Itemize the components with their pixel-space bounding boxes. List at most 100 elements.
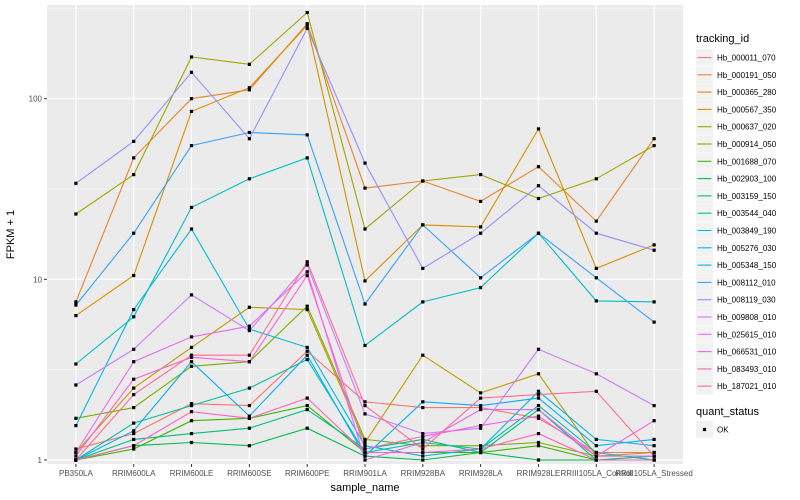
y-tick-label: 1 (38, 456, 43, 465)
legend-label: Hb_000637_020 (717, 123, 777, 132)
data-point-Hb_066531_010 (247, 360, 251, 364)
data-point-Hb_002903_100 (305, 426, 309, 430)
data-point-Hb_005276_030 (189, 227, 194, 231)
data-point-Hb_025615_010 (479, 408, 483, 412)
data-point-Hb_005276_030 (132, 308, 136, 312)
data-point-Hb_000365_280 (652, 243, 656, 247)
data-point-Hb_009808_010 (305, 263, 309, 267)
legend-item: Hb_003544_040 (696, 204, 777, 222)
data-point-Hb_083493_010 (132, 444, 136, 448)
data-point-Hb_008119_030 (421, 266, 425, 270)
data-point-Hb_003849_190 (305, 156, 309, 160)
data-point-Hb_008119_030 (652, 248, 656, 252)
legend-label: Hb_003544_040 (717, 209, 777, 218)
y-axis-label: FPKM + 1 (5, 210, 17, 259)
data-point-Hb_083493_010 (363, 450, 367, 455)
legend-item: Hb_009808_010 (696, 308, 777, 326)
data-point-Hb_005348_150 (363, 454, 367, 458)
data-point-Hb_005348_150 (536, 396, 541, 400)
data-point-Hb_000637_020 (536, 196, 541, 201)
x-tick-label: RRIM600LA (112, 469, 156, 478)
data-point-Hb_008112_010 (132, 231, 136, 235)
data-point-Hb_000365_280 (594, 266, 598, 270)
data-point-Hb_000191_050 (652, 137, 656, 141)
data-point-Hb_000914_050 (363, 437, 367, 441)
data-point-Hb_009808_010 (363, 412, 367, 416)
data-point-Hb_008112_010 (421, 223, 425, 227)
legend-label: Hb_025615_010 (717, 330, 777, 339)
x-tick-label: RRIII105LA_Control (560, 469, 632, 478)
data-point-Hb_003849_190 (132, 315, 136, 319)
data-point-Hb_008119_030 (305, 26, 309, 30)
data-point-Hb_000365_280 (74, 314, 78, 318)
data-point-Hb_000914_050 (132, 406, 136, 410)
data-point-Hb_000567_350 (305, 308, 309, 312)
legend-label: Hb_000914_050 (717, 140, 777, 149)
data-point-Hb_000567_350 (536, 372, 541, 376)
data-point-Hb_000567_350 (479, 391, 483, 395)
data-point-Hb_000191_050 (189, 97, 194, 101)
data-point-Hb_000914_050 (421, 444, 425, 448)
data-point-Hb_003159_150 (132, 437, 136, 441)
legend-label: Hb_187021_010 (717, 382, 777, 391)
legend-item: Hb_003849_190 (696, 222, 777, 239)
data-point-Hb_066531_010 (479, 424, 483, 428)
data-point-Hb_008119_030 (132, 139, 136, 143)
data-point-Hb_066531_010 (305, 273, 309, 278)
legend-label: Hb_003849_190 (717, 227, 777, 236)
data-point-Hb_008112_010 (652, 320, 656, 324)
data-point-Hb_005348_150 (247, 414, 251, 418)
data-point-Hb_000637_020 (74, 212, 78, 216)
data-point-Hb_005348_150 (132, 429, 136, 433)
data-point-Hb_008119_030 (189, 70, 194, 74)
x-tick-label: RRIM600SE (227, 469, 271, 478)
data-point-Hb_009808_010 (594, 372, 598, 376)
data-point-Hb_008112_010 (189, 144, 194, 148)
legend-label: Hb_000191_050 (717, 71, 777, 80)
data-point-Hb_001688_070 (189, 419, 194, 423)
data-point-Hb_005348_150 (594, 444, 598, 448)
data-point-Hb_066531_010 (421, 434, 425, 438)
data-point-Hb_000637_020 (652, 144, 656, 148)
data-point-Hb_003849_190 (594, 299, 598, 303)
legend-item: Hb_008119_030 (696, 291, 776, 309)
data-point-Hb_003544_040 (247, 386, 251, 390)
data-point-Hb_083493_010 (189, 410, 194, 414)
data-point-Hb_003849_190 (247, 177, 251, 181)
data-point-Hb_066531_010 (536, 414, 541, 418)
data-point-Hb_003544_040 (594, 450, 598, 455)
data-point-Hb_005276_030 (421, 454, 425, 458)
data-point-Hb_187021_010 (652, 454, 656, 458)
legend-label: Hb_008119_030 (717, 296, 776, 305)
legend-item: Hb_002903_100 (696, 170, 777, 188)
data-point-Hb_000191_050 (594, 219, 598, 223)
legend-item: Hb_025615_010 (696, 325, 777, 343)
data-point-Hb_000567_350 (247, 305, 251, 309)
legend-item: Hb_000914_050 (696, 135, 777, 153)
data-point-Hb_000365_280 (189, 109, 194, 113)
data-point-Hb_000011_070 (363, 400, 367, 404)
x-tick-label: RRIM600PE (285, 469, 329, 478)
data-point-Hb_000914_050 (189, 364, 194, 368)
data-point-Hb_002903_100 (247, 444, 251, 448)
data-point-Hb_083493_010 (594, 458, 598, 462)
legend-items-quant-status: OK (696, 421, 729, 438)
y-tick-label: 100 (29, 95, 43, 104)
data-point-Hb_001688_070 (305, 404, 309, 408)
legend-label: Hb_003159_150 (717, 192, 777, 201)
x-tick-label: RRIM928LE (517, 469, 561, 478)
data-point-Hb_000637_020 (594, 177, 598, 181)
data-point-Hb_003849_190 (189, 205, 194, 209)
data-point-Hb_187021_010 (74, 458, 78, 462)
legend-item: Hb_083493_010 (696, 360, 777, 378)
data-point-Hb_005348_150 (421, 400, 425, 404)
data-point-Hb_025615_010 (421, 440, 425, 445)
data-point-Hb_003849_190 (479, 286, 483, 290)
legend-title: tracking_id (696, 33, 749, 45)
data-point-Hb_005276_030 (652, 444, 656, 448)
data-point-Hb_000567_350 (652, 450, 656, 455)
data-point-Hb_003159_150 (305, 408, 309, 412)
data-point-Hb_008112_010 (74, 303, 78, 307)
data-point-Hb_000914_050 (536, 440, 541, 445)
data-point-Hb_005276_030 (536, 389, 541, 393)
